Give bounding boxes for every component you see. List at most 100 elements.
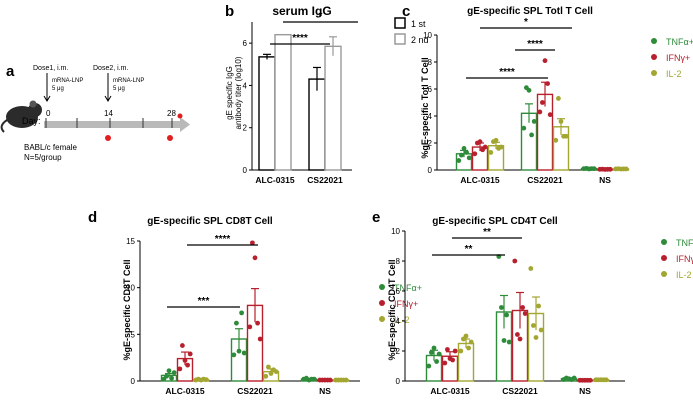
panel-c-ytick-label: 6: [428, 85, 433, 94]
panel-e-point: [531, 323, 536, 328]
panel-d-point: [239, 310, 245, 316]
day-14: 14: [104, 109, 113, 118]
panel-d-point: [273, 369, 279, 375]
panel-c-point: [459, 152, 464, 158]
panel-c-ytick-label: 0: [428, 166, 433, 175]
panel-b-sig-label: *: [319, 11, 323, 22]
panel-a-letter: a: [6, 63, 15, 80]
panel-e-point: [450, 357, 455, 363]
panel-e-point: [517, 336, 523, 342]
panel-c-ytick-label: 8: [428, 58, 433, 67]
panel-e-ytick-label: 10: [391, 227, 400, 236]
panel-e-point: [571, 375, 577, 381]
dose2-label: Dose2, i.m.: [93, 65, 128, 72]
panel-c-point: [607, 166, 613, 172]
panel-e-point: [442, 360, 448, 366]
panel-b-ylabel-line2: antibody titer (log10): [234, 56, 243, 129]
endpoint-marker: [177, 113, 183, 119]
dose2-mrna: mRNA-LNP: [113, 78, 144, 84]
panel-d-legend-marker: [379, 284, 385, 290]
panel-c-legend-label: IL-2: [666, 69, 682, 79]
panel-b-legend-swatch: [394, 17, 406, 29]
panel-c-point: [591, 166, 597, 172]
panel-c-title: gE-specific SPL Totl T Cell: [467, 6, 593, 17]
panel-d-sig-label: ***: [198, 296, 210, 307]
panel-b-legend-label: 1 st: [411, 19, 426, 29]
panel-d-legend-marker: [379, 316, 385, 322]
panel-d-point: [250, 240, 255, 246]
panel-e-point: [536, 303, 541, 309]
panel-d-point: [231, 352, 237, 358]
panel-b-xtick-label: CS22021: [307, 175, 343, 185]
panel-e-point: [463, 333, 469, 339]
panel-e-point: [512, 258, 518, 264]
panel-c-sig-label: ****: [527, 39, 543, 50]
panel-d-letter: d: [88, 209, 97, 226]
panel-e-point: [436, 351, 442, 357]
panel-e-point: [458, 348, 464, 354]
panel-d-point: [187, 351, 193, 357]
panel-c-point: [531, 119, 537, 124]
panel-d-xtick-label: NS: [319, 386, 331, 396]
panel-c-point: [482, 144, 488, 150]
panel-d-point: [263, 373, 269, 379]
panel-d-ytick-label: 5: [131, 330, 136, 339]
mouse-group-size: N=5/group: [24, 153, 62, 162]
panel-d-point: [185, 362, 191, 368]
panel-d-point: [266, 364, 271, 370]
panel-e-point: [431, 345, 437, 351]
panel-e-point: [429, 350, 434, 355]
panel-d-xtick-label: ALC-0315: [165, 386, 204, 396]
panel-d-title: gE-specific SPL CD8T Cell: [147, 216, 273, 227]
panel-b-ylabel-line1: gE specific IgG: [225, 66, 234, 120]
bleed-day14-marker: [105, 135, 111, 141]
panel-c-point: [540, 100, 545, 105]
panel-c-legend-label: TNFα+: [666, 37, 693, 47]
panel-c-chart: c gE-specific SPL Totl T Cell %gE-specif…: [402, 3, 693, 185]
panel-e-point: [515, 332, 520, 337]
panel-b-bar-1st-1: [308, 78, 326, 171]
panel-b-legend-label: 2 nd: [411, 35, 429, 45]
panel-e-title: gE-specific SPL CD4T Cell: [432, 216, 558, 227]
panel-b-legend-swatch: [394, 33, 406, 45]
panel-d-point: [327, 377, 333, 383]
panel-b-xtick-label: ALC-0315: [255, 175, 294, 185]
panel-e-ytick-label: 0: [396, 377, 401, 386]
panel-d-point: [164, 373, 169, 379]
panel-e-point: [520, 305, 525, 310]
day-28: 28: [167, 109, 176, 118]
panel-e-point: [522, 311, 528, 316]
panel-b-ytick-label: 6: [243, 39, 248, 48]
panel-e-point: [603, 377, 609, 383]
mouse-icon: [0, 100, 42, 133]
panel-c-ytick-label: 2: [428, 139, 433, 148]
panel-e-point: [499, 305, 504, 310]
panel-b-chart: b serum IgG gE specific IgG antibody tit…: [225, 3, 429, 185]
panel-b-bar-2nd-1: [324, 45, 342, 171]
panel-c-point: [456, 158, 462, 163]
panel-c-point: [464, 150, 469, 155]
panel-e-letter: e: [372, 209, 380, 226]
panel-e-point: [466, 345, 471, 351]
panel-c-point: [461, 146, 467, 151]
panel-d-point: [343, 377, 349, 383]
panel-c-legend-marker: [651, 54, 657, 60]
panel-b-sig-label: ****: [292, 33, 308, 44]
panel-e-point: [501, 338, 507, 343]
panel-c-point: [623, 166, 629, 172]
panel-e-point: [533, 335, 539, 340]
panel-b-title: serum IgG: [272, 4, 331, 18]
panel-e-point: [468, 339, 474, 345]
panel-d-point: [252, 255, 258, 261]
panel-d-point: [177, 366, 183, 372]
panel-e-point: [452, 348, 458, 354]
panel-d-ytick-label: 15: [126, 237, 135, 246]
panel-a: a BABL/c female N=5/group Day: 0 14 28 D…: [0, 63, 190, 162]
panel-c-point: [563, 133, 569, 139]
panel-c-point: [472, 151, 478, 157]
panel-c-point: [526, 87, 532, 93]
panel-d-point: [257, 336, 263, 342]
panel-d-legend-label: IL-2: [394, 315, 410, 325]
